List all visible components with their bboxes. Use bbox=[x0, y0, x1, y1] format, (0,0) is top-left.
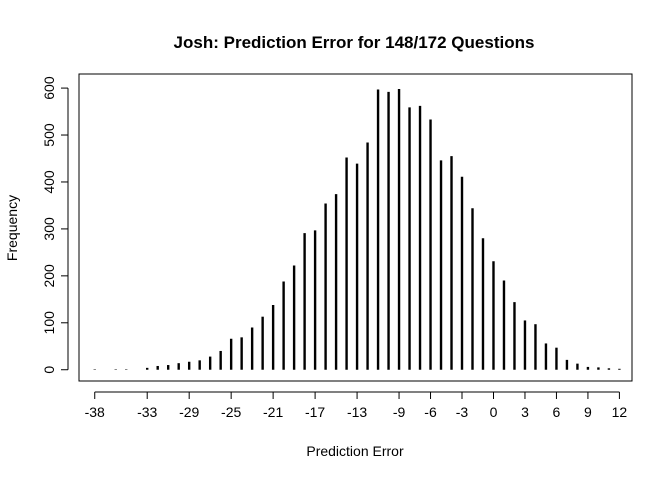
bars-group bbox=[93, 89, 621, 370]
x-tick-label: -38 bbox=[85, 404, 105, 420]
chart-title: Josh: Prediction Error for 148/172 Quest… bbox=[174, 33, 535, 52]
x-tick-label: 6 bbox=[553, 404, 561, 420]
plot-frame bbox=[78, 73, 633, 382]
x-tick-label: 9 bbox=[584, 404, 592, 420]
x-axis-label: Prediction Error bbox=[306, 443, 404, 459]
x-tick-label: 12 bbox=[612, 404, 628, 420]
y-tick-label: 600 bbox=[41, 76, 57, 100]
y-tick-label: 400 bbox=[41, 170, 57, 194]
y-tick-label: 300 bbox=[41, 217, 57, 241]
x-tick-label: -17 bbox=[305, 404, 325, 420]
x-tick-label: -33 bbox=[137, 404, 157, 420]
x-tick-label: -25 bbox=[221, 404, 241, 420]
x-tick-label: -3 bbox=[456, 404, 469, 420]
y-axis-label: Frequency bbox=[4, 195, 20, 261]
x-tick-label: -13 bbox=[347, 404, 367, 420]
y-tick-label: 500 bbox=[41, 123, 57, 147]
x-tick-label: -6 bbox=[424, 404, 437, 420]
y-tick-label: 100 bbox=[41, 311, 57, 335]
y-axis: 0 100 200 300 400 500 600 bbox=[41, 76, 69, 374]
y-tick-label: 200 bbox=[41, 264, 57, 288]
y-tick-label: 0 bbox=[41, 366, 57, 374]
x-tick-label: -21 bbox=[263, 404, 283, 420]
x-tick-label: 0 bbox=[490, 404, 498, 420]
x-tick-label: -9 bbox=[393, 404, 406, 420]
x-tick-label: -29 bbox=[179, 404, 199, 420]
x-axis: -38 -33 -29 -25 -21 -17 -13 -9 -6 -3 0 3 6 9 12 bbox=[85, 391, 628, 420]
x-tick-label: 3 bbox=[521, 404, 529, 420]
